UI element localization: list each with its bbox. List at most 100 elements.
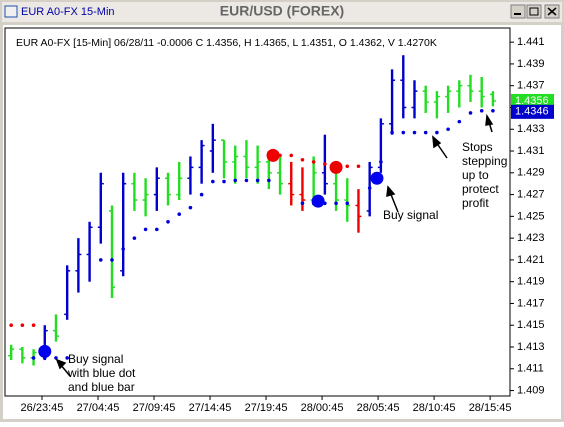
y-tick-label: 1.429 — [517, 167, 545, 179]
y-tick-label: 1.431 — [517, 145, 545, 157]
stop-dot — [423, 130, 428, 135]
annotation: stepping — [462, 154, 507, 168]
stop-dot — [491, 108, 495, 113]
maximize-button[interactable] — [526, 4, 542, 19]
y-tick-label: 1.437 — [517, 80, 545, 92]
price-tag — [511, 93, 554, 108]
x-tick-label: 27/14:45 — [189, 402, 232, 414]
annotation: up to — [462, 168, 489, 182]
stop-dot — [401, 130, 406, 135]
stop-dot — [9, 323, 13, 328]
stop-dot — [323, 162, 327, 166]
stop-dot — [412, 130, 417, 135]
x-tick-label: 27/04:45 — [77, 402, 120, 414]
title-bar — [2, 2, 562, 22]
stop-dot — [233, 178, 238, 183]
arrow-head — [386, 185, 396, 198]
stop-dot — [211, 179, 215, 184]
x-tick-label: 26/23:45 — [21, 402, 64, 414]
signal-dot — [311, 194, 325, 208]
stop-dot — [244, 178, 249, 183]
annotation: Buy signal — [68, 352, 123, 366]
stop-dot — [222, 179, 226, 184]
stop-dot — [110, 258, 114, 262]
y-tick-label: 1.427 — [517, 188, 545, 200]
maximize-icon — [529, 7, 539, 16]
stop-dot — [345, 201, 350, 206]
arrow-head — [485, 113, 494, 126]
stop-dot — [479, 108, 484, 113]
y-tick-label: 1.417 — [517, 297, 545, 309]
window-title: EUR A0-FX 15-Min — [21, 6, 115, 18]
stop-dot — [166, 219, 170, 224]
annotation: and blue bar — [68, 380, 135, 394]
x-tick-label: 28/10:45 — [413, 402, 456, 414]
x-tick-label: 27/19:45 — [245, 402, 288, 414]
stop-dot — [289, 153, 294, 158]
annotation: profit — [462, 196, 489, 210]
y-tick-label: 1.433 — [517, 123, 545, 135]
stop-dot — [132, 236, 137, 240]
stop-dot — [155, 227, 159, 232]
signal-dot — [38, 344, 52, 358]
window-icon — [4, 5, 18, 18]
x-tick-label: 28/05:45 — [357, 402, 400, 414]
y-tick-label: 1.411 — [517, 363, 544, 375]
window-buttons[interactable] — [510, 4, 560, 19]
x-tick-label: 27/09:45 — [133, 402, 176, 414]
chart-title: EUR/USD (FOREX) — [220, 3, 344, 19]
x-tick-label: 28/00:45 — [301, 402, 344, 414]
arrows — [55, 113, 494, 377]
y-tick-label: 1.419 — [517, 276, 545, 288]
y-tick-label: 1.413 — [517, 341, 545, 353]
stop-dot — [54, 356, 58, 360]
stop-dot — [255, 178, 260, 183]
annotation: with blue dot — [67, 366, 136, 380]
annotation: Buy signal — [383, 208, 438, 222]
stop-dot — [446, 127, 450, 132]
stop-dot — [435, 130, 439, 135]
signal-dot — [266, 148, 280, 162]
price-tag-label: 1.4356 — [515, 95, 549, 107]
signal-dot — [329, 160, 343, 174]
arrow-head — [55, 358, 67, 370]
y-tick-label: 1.415 — [517, 319, 545, 331]
stop-dot — [379, 160, 383, 164]
arrow-head — [432, 135, 442, 149]
y-tick-label: 1.439 — [517, 58, 545, 70]
stop-dot — [311, 160, 316, 164]
close-icon — [547, 7, 557, 16]
stop-dot — [121, 247, 125, 251]
stop-dot — [300, 157, 305, 162]
stop-dot — [367, 186, 372, 190]
stop-dot — [334, 201, 338, 206]
stop-dot — [356, 164, 361, 169]
stop-dot — [31, 356, 36, 360]
stop-dot — [188, 205, 193, 210]
stop-dot — [199, 192, 204, 197]
stop-dot — [65, 356, 69, 360]
stop-dot — [98, 258, 103, 262]
info-line: EUR A0-FX [15-Min] 06/28/11 -0.0006 C 1.… — [16, 37, 437, 49]
x-tick-label: 28/15:45 — [469, 402, 512, 414]
stop-dot — [20, 323, 25, 328]
price-tag — [511, 104, 554, 119]
stop-dot — [457, 119, 462, 124]
y-tick-label: 1.425 — [517, 210, 545, 222]
signal-dot — [370, 171, 384, 185]
y-tick-label: 1.421 — [517, 254, 545, 266]
y-tick-label: 1.423 — [517, 232, 545, 244]
stop-dot — [300, 201, 305, 206]
annotation: protect — [462, 182, 499, 196]
stop-dot — [468, 111, 473, 115]
minimize-button[interactable] — [510, 4, 526, 19]
y-tick-label: 1.409 — [517, 384, 545, 396]
stop-dot — [177, 212, 182, 216]
stop-dot — [31, 323, 36, 328]
price-tag-label: 1.4346 — [515, 106, 549, 118]
stop-dot — [390, 130, 394, 135]
stop-dot — [267, 178, 271, 183]
annotation: Stops — [462, 140, 493, 154]
stop-dot — [345, 164, 350, 169]
